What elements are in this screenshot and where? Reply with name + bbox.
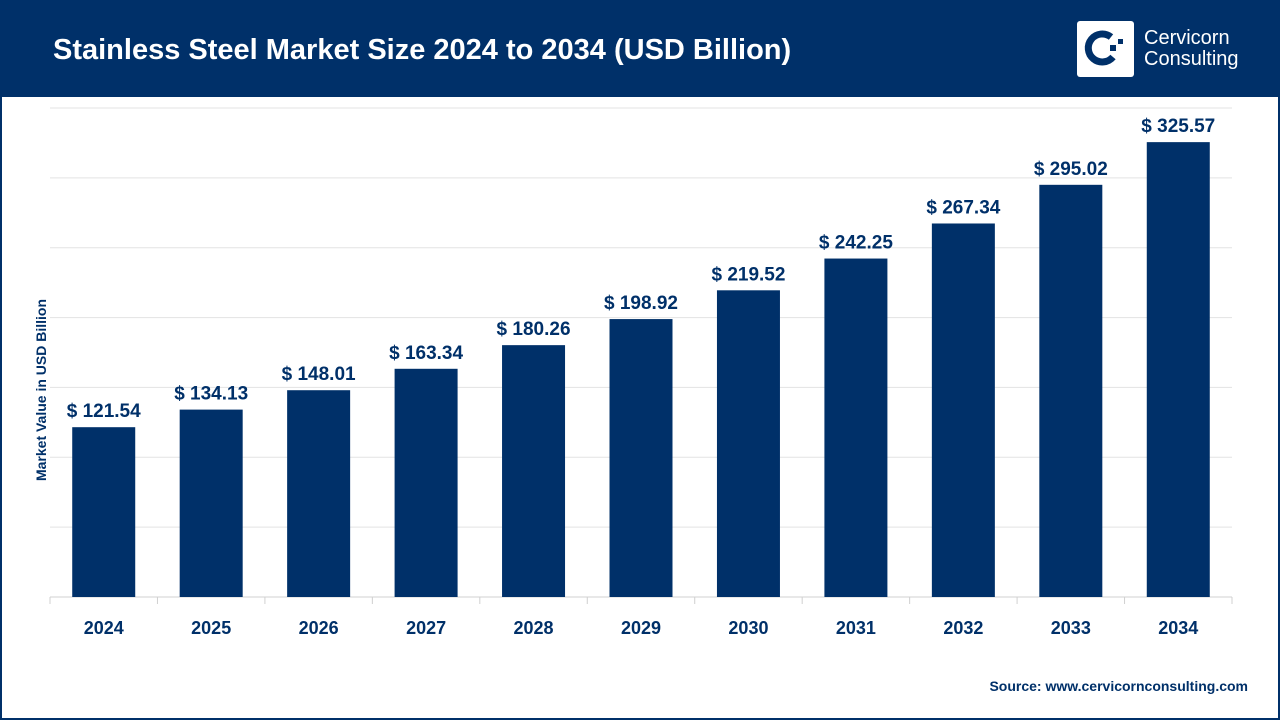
x-tick-label: 2027 (406, 618, 446, 638)
bar-2030 (716, 290, 780, 597)
x-tick-label: 2026 (299, 618, 339, 638)
header-banner: Stainless Steel Market Size 2024 to 2034… (0, 0, 1280, 97)
bar-2033 (1039, 184, 1103, 597)
bar-2027 (394, 368, 458, 597)
data-label: $ 295.02 (1034, 159, 1108, 180)
source-text: Source: www.cervicornconsulting.com (989, 678, 1248, 694)
cervicorn-logo: Cervicorn Consulting (1077, 21, 1239, 77)
logo-text-line2: Consulting (1144, 48, 1239, 70)
data-label: $ 325.57 (1141, 116, 1215, 137)
data-label: $ 148.01 (282, 364, 356, 385)
bar-2034 (1146, 142, 1210, 597)
bar-2024 (72, 427, 136, 597)
data-label: $ 121.54 (67, 401, 141, 422)
x-tick-label: 2033 (1051, 618, 1091, 638)
x-tick-label: 2030 (728, 618, 768, 638)
x-tick-label: 2031 (836, 618, 876, 638)
data-label: $ 242.25 (819, 233, 893, 254)
data-label: $ 180.26 (497, 319, 571, 340)
data-label: $ 134.13 (174, 384, 248, 405)
chart-title: Stainless Steel Market Size 2024 to 2034… (53, 34, 792, 66)
x-tick-label: 2024 (84, 618, 124, 638)
bar-2029 (609, 319, 673, 597)
data-label: $ 163.34 (389, 343, 463, 364)
logo-text-line1: Cervicorn (1144, 27, 1230, 49)
bar-2031 (824, 258, 888, 597)
bar-2026 (287, 390, 351, 597)
x-tick-label: 2029 (621, 618, 661, 638)
data-label: $ 219.52 (711, 264, 785, 285)
data-label: $ 267.34 (926, 197, 1000, 218)
bar-2028 (502, 345, 566, 597)
data-label: $ 198.92 (604, 293, 678, 314)
x-tick-label: 2025 (191, 618, 231, 638)
bar-2032 (931, 223, 995, 597)
x-tick-label: 2032 (943, 618, 983, 638)
logo-icon (1077, 21, 1134, 77)
x-tick-label: 2034 (1158, 618, 1198, 638)
x-tick-label: 2028 (514, 618, 554, 638)
bar-2025 (179, 409, 243, 597)
